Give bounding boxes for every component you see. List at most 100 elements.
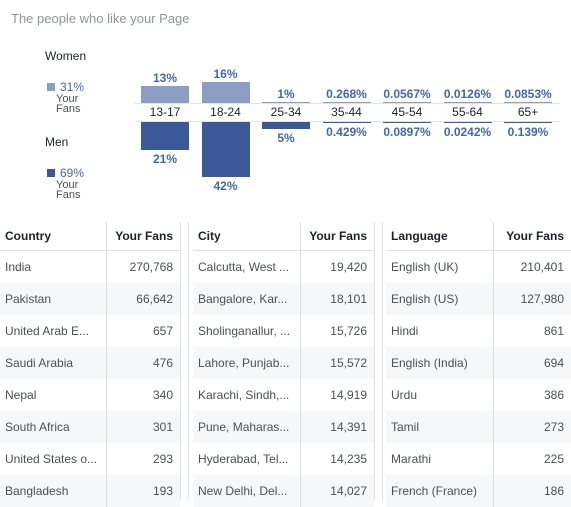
row-name-cell: Pune, Maharas...: [193, 411, 301, 443]
table-row: French (France) 186: [386, 475, 571, 507]
row-name-cell: Marathi: [391, 452, 432, 466]
table-row: Nepal 340: [0, 379, 180, 411]
men-bar-13-17[interactable]: [141, 122, 189, 150]
men-bar-25-34[interactable]: [262, 122, 310, 129]
column-header-fans[interactable]: Your Fans: [106, 222, 180, 251]
row-name-cell: Hyderabad, Tel...: [198, 452, 289, 466]
men-bar-55-64[interactable]: [443, 122, 492, 123]
row-fans-cell: 225: [492, 443, 571, 475]
age-tick-label: 35-44: [316, 104, 377, 121]
page-title: The people who like your Page: [11, 11, 190, 26]
table-row: South Africa 301: [0, 411, 180, 443]
column-header-fans[interactable]: Your Fans: [299, 222, 374, 251]
age-tick-label: 65+: [498, 104, 558, 121]
row-fans-cell: 270,768: [106, 250, 180, 283]
row-fans-cell: 186: [492, 475, 571, 507]
table-row: Bangladesh 193: [0, 475, 180, 507]
column-header-fans[interactable]: Your Fans: [492, 222, 571, 251]
row-fans-cell: 340: [106, 379, 180, 411]
row-fans-cell: 193: [106, 475, 180, 507]
row-fans-cell: 14,235: [299, 443, 374, 475]
table-row: English (India) 694: [386, 347, 571, 379]
men-pct-label: 0.0897%: [383, 125, 431, 139]
row-name-cell: South Africa: [0, 411, 107, 443]
row-fans-cell: 694: [492, 347, 571, 379]
row-name-cell: Sholinganallur, ...: [198, 324, 291, 338]
row-fans-cell: 15,572: [299, 347, 374, 379]
men-pct-label: 0.0242%: [443, 125, 492, 139]
women-bar-13-17[interactable]: [141, 85, 189, 103]
women-bar-25-34[interactable]: [262, 101, 310, 103]
table-row: Sholinganallur, ... 15,726: [193, 315, 374, 347]
women-pct-label: 0.268%: [326, 87, 367, 101]
table-row: Urdu 386: [386, 379, 571, 411]
age-tick-label: 13-17: [135, 104, 195, 121]
table-row: United States o... 293: [0, 443, 180, 475]
table-row: Hyderabad, Tel... 14,235: [193, 443, 374, 475]
legend-women-pct: 31%: [47, 80, 84, 94]
legend-women-sub: Your Fans: [56, 93, 81, 115]
row-fans-cell: 861: [492, 315, 571, 347]
men-pct-label: 0.139%: [507, 125, 549, 139]
men-swatch: [47, 169, 55, 177]
row-fans-cell: 657: [106, 315, 180, 347]
row-name-cell: Bangladesh: [0, 475, 107, 507]
men-pct-label: 0.429%: [326, 125, 367, 139]
table-row: Hindi 861: [386, 315, 571, 347]
row-name-cell: French (France): [386, 475, 494, 507]
women-pct-label: 13%: [152, 70, 178, 85]
row-fans-cell: 301: [106, 411, 180, 443]
table-row: English (US) 127,980: [386, 283, 571, 315]
women-bar-35-44[interactable]: [322, 102, 371, 103]
women-bar-18-24[interactable]: [201, 82, 250, 103]
row-fans-cell: 66,642: [106, 283, 180, 315]
table-row: Lahore, Punjab... 15,572: [193, 347, 374, 379]
row-fans-cell: 127,980: [492, 283, 571, 315]
men-bar-18-24[interactable]: [201, 122, 250, 177]
women-bar-45-54[interactable]: [383, 102, 431, 103]
age-tick-label: 18-24: [195, 104, 256, 121]
row-name-cell: English (India): [386, 347, 494, 379]
men-pct-label: 5%: [277, 130, 295, 145]
legend-men-pct: 69%: [47, 166, 84, 180]
table-divider: [180, 222, 189, 500]
row-name-cell: United States o...: [5, 452, 98, 466]
men-bar-65+[interactable]: [504, 122, 552, 123]
row-fans-cell: 476: [106, 347, 180, 379]
row-fans-cell: 386: [492, 379, 571, 411]
women-bar-55-64[interactable]: [443, 102, 492, 103]
column-header-name[interactable]: Language: [386, 222, 494, 251]
row-name-cell: Tamil: [386, 411, 494, 443]
table-row: Marathi 225: [386, 443, 571, 475]
table-row: United Arab E... 657: [0, 315, 180, 347]
axis-line-top: [135, 103, 560, 104]
legend-women-pct-value: 31%: [60, 80, 85, 94]
row-fans-cell: 293: [106, 443, 180, 475]
row-name-cell: Pakistan: [0, 283, 107, 315]
table-row: English (UK) 210,401: [386, 250, 571, 283]
row-name-cell: Lahore, Punjab...: [193, 347, 301, 379]
table-row: Calcutta, West ... 19,420: [193, 250, 374, 283]
language-table: Language Your Fans English (UK) 210,401 Engl…: [386, 222, 571, 507]
row-fans-cell: 14,027: [299, 475, 374, 507]
column-header-name[interactable]: City: [193, 222, 301, 251]
men-bar-35-44[interactable]: [322, 122, 371, 123]
row-name-cell: Urdu: [391, 388, 418, 402]
women-bar-65+[interactable]: [504, 102, 552, 103]
row-fans-cell: 273: [492, 411, 571, 443]
men-pct-label: 21%: [152, 151, 178, 166]
row-fans-cell: 210,401: [492, 250, 571, 283]
legend-women-label: Women: [45, 49, 87, 63]
column-header-name[interactable]: Country: [0, 222, 107, 251]
women-pct-label: 16%: [213, 67, 238, 82]
table-divider: [374, 222, 383, 500]
row-name-cell: India: [5, 260, 32, 274]
row-fans-cell: 14,919: [299, 379, 374, 411]
men-pct-label: 42%: [213, 179, 238, 193]
row-name-cell: English (US): [386, 283, 494, 315]
row-name-cell: Bangalore, Kar...: [193, 283, 301, 315]
axis-line-bottom: [135, 121, 560, 122]
men-bar-45-54[interactable]: [383, 122, 431, 123]
table-row: Bangalore, Kar... 18,101: [193, 283, 374, 315]
row-name-cell: English (UK): [391, 260, 459, 274]
